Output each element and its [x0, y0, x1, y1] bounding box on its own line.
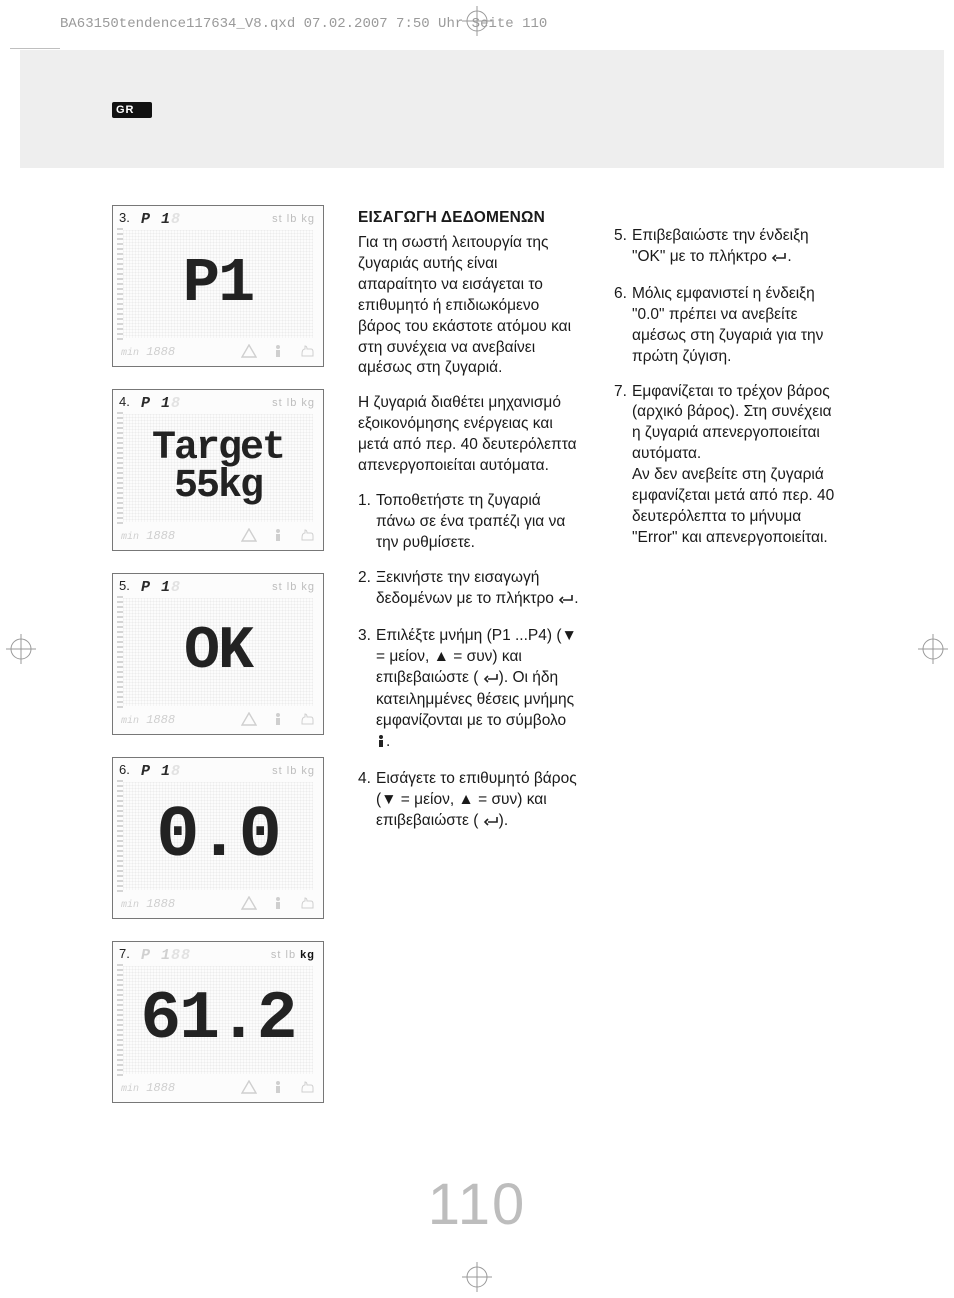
lcd-main-display: 0.0 — [123, 782, 313, 890]
steps-list-b: 5.Επιβεβαιώστε την ένδειξη "OK" με το πλ… — [614, 226, 836, 549]
person-icon — [273, 344, 283, 361]
crop-mark-bottom — [462, 1262, 492, 1292]
lcd-units: st lb kg — [272, 581, 315, 593]
crop-mark-right — [918, 634, 948, 664]
step-2: 2.Ξεκινήστε την εισαγωγή δεδομένων με το… — [358, 568, 580, 612]
lcd-profile-indicator: P 188 — [141, 947, 191, 964]
person-icon — [273, 1080, 283, 1097]
lcd-min-ghost: min 1888 — [121, 1081, 175, 1095]
lcd-units: st lb kg — [272, 213, 315, 225]
enter-icon — [483, 670, 499, 691]
lcd-profile-indicator: P 18 — [141, 211, 181, 228]
steps-list-a: 1.Τοποθετήστε τη ζυγαριά πάνω σε ένα τρα… — [358, 491, 580, 834]
person-icon — [273, 528, 283, 545]
hand-point-icon — [299, 528, 315, 545]
lcd-min-ghost: min 1888 — [121, 529, 175, 543]
warning-triangle-icon — [241, 1080, 257, 1097]
hand-point-icon — [299, 896, 315, 913]
language-badge: GR — [112, 102, 152, 118]
lcd-min-ghost: min 1888 — [121, 345, 175, 359]
lcd-step-number: 5. — [119, 578, 130, 593]
lcd-units: st lb kg — [272, 765, 315, 777]
lcd-panel-3: 3. P 18 st lb kg P1 min 1888 — [112, 205, 324, 367]
hand-point-icon — [299, 712, 315, 729]
crop-mark-left — [6, 634, 36, 664]
lcd-min-ghost: min 1888 — [121, 897, 175, 911]
lcd-units: st lb kg — [271, 949, 315, 961]
lcd-profile-indicator: P 18 — [141, 763, 181, 780]
header-band — [20, 50, 944, 168]
enter-icon — [558, 591, 574, 612]
print-header: BA63150tendence117634_V8.qxd 07.02.2007 … — [60, 16, 547, 32]
lcd-min-ghost: min 1888 — [121, 713, 175, 727]
section-title: ΕΙΣΑΓΩΓΗ ΔΕΔΟΜΕΝΩΝ — [358, 208, 580, 229]
lcd-profile-indicator: P 18 — [141, 395, 181, 412]
warning-triangle-icon — [241, 896, 257, 913]
lcd-step-number: 4. — [119, 394, 130, 409]
person-icon — [273, 896, 283, 913]
page-number: 110 — [428, 1171, 526, 1238]
lcd-main-display: OK — [123, 598, 313, 706]
enter-icon — [483, 813, 499, 834]
step-6: 6.Μόλις εμφανιστεί η ένδειξη "0.0" πρέπε… — [614, 284, 836, 368]
text-column-1: ΕΙΣΑΓΩΓΗ ΔΕΔΟΜΕΝΩΝ Για τη σωστή λειτουργ… — [358, 208, 580, 848]
lcd-step-number: 3. — [119, 210, 130, 225]
step-7: 7.Εμφανίζεται το τρέχον βάρος (αρχικό βά… — [614, 382, 836, 549]
lcd-step-number: 7. — [119, 946, 130, 961]
lcd-panel-4: 4. P 18 st lb kg Target55kg min 1888 — [112, 389, 324, 551]
step-4: 4.Εισάγετε το επιθυμητό βάρος (▼ = μείον… — [358, 769, 580, 834]
hand-point-icon — [299, 344, 315, 361]
lcd-main-display: 61.2 — [123, 966, 313, 1074]
hand-point-icon — [299, 1080, 315, 1097]
warning-triangle-icon — [241, 528, 257, 545]
lcd-profile-indicator: P 18 — [141, 579, 181, 596]
step-3: 3.Επιλέξτε μνήμη (P1 ...P4) (▼ = μείον, … — [358, 626, 580, 756]
warning-triangle-icon — [241, 712, 257, 729]
text-column-2: 5.Επιβεβαιώστε την ένδειξη "OK" με το πλ… — [614, 226, 836, 563]
step-1: 1.Τοποθετήστε τη ζυγαριά πάνω σε ένα τρα… — [358, 491, 580, 554]
warning-triangle-icon — [241, 344, 257, 361]
intro-paragraph-1: Για τη σωστή λειτουργία της ζυγαριάς αυτ… — [358, 233, 580, 379]
intro-paragraph-2: Η ζυγαριά διαθέτει μηχανισμό εξοικονόμησ… — [358, 393, 580, 477]
lcd-column: 3. P 18 st lb kg P1 min 1888 4. P 18 st lb kg Ta… — [112, 205, 324, 1125]
lcd-panel-5: 5. P 18 st lb kg OK min 1888 — [112, 573, 324, 735]
person-icon — [376, 734, 386, 755]
lcd-panel-7: 7. P 188 st lb kg 61.2 min 1888 — [112, 941, 324, 1103]
step-5: 5.Επιβεβαιώστε την ένδειξη "OK" με το πλ… — [614, 226, 836, 270]
lcd-step-number: 6. — [119, 762, 130, 777]
person-icon — [273, 712, 283, 729]
lcd-main-display: Target55kg — [123, 414, 313, 522]
lcd-main-display: P1 — [123, 230, 313, 338]
enter-icon — [771, 249, 787, 270]
lcd-panel-6: 6. P 18 st lb kg 0.0 min 1888 — [112, 757, 324, 919]
lcd-units: st lb kg — [272, 397, 315, 409]
